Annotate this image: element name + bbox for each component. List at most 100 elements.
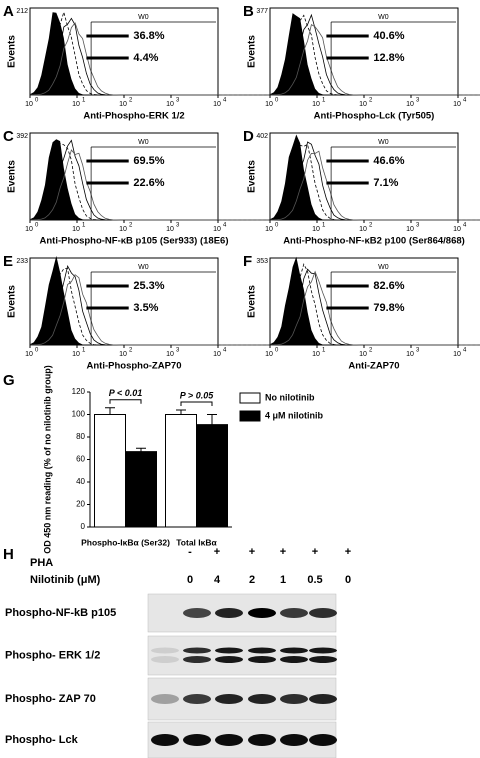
y-max-label: 402 bbox=[256, 133, 268, 140]
y-tick-label: 40 bbox=[76, 477, 85, 486]
legend-label: 4 μM nilotinib bbox=[265, 410, 324, 420]
blot-band bbox=[215, 656, 243, 663]
blot-band bbox=[309, 694, 337, 704]
x-tick-base: 10 bbox=[119, 226, 127, 233]
x-tick-base: 10 bbox=[312, 351, 320, 358]
gate-label: W0 bbox=[138, 264, 149, 271]
panel-letter: G bbox=[3, 372, 15, 389]
histogram-line bbox=[269, 150, 480, 221]
bar bbox=[165, 414, 197, 528]
blot-row-label: Phospho-NF-kB p105 bbox=[5, 607, 116, 619]
x-tick-exponent: 0 bbox=[275, 348, 279, 354]
panel-letter: F bbox=[243, 253, 252, 270]
dose-label: 0 bbox=[187, 574, 193, 586]
bar bbox=[94, 414, 126, 528]
y-axis-label: Events bbox=[247, 285, 258, 318]
x-tick-base: 10 bbox=[265, 101, 273, 108]
blot-band bbox=[151, 694, 179, 704]
blot-band bbox=[151, 656, 179, 663]
significance-bracket bbox=[109, 399, 142, 404]
panel-letter: A bbox=[3, 3, 14, 20]
flow-panel: F 353EventsW082.6%79.8%100101102103104Ant… bbox=[243, 253, 480, 372]
x-tick-base: 10 bbox=[213, 226, 221, 233]
x-tick-exponent: 1 bbox=[322, 223, 326, 229]
x-tick-exponent: 3 bbox=[176, 98, 180, 104]
percentage: 3.5% bbox=[133, 302, 158, 314]
flow-panel: A 212EventsW036.8%4.4%100101102103104Anti… bbox=[3, 3, 331, 122]
dose-label: 2 bbox=[249, 574, 255, 586]
percentage: 69.5% bbox=[133, 155, 164, 167]
x-tick-base: 10 bbox=[312, 101, 320, 108]
gate-label: W0 bbox=[378, 264, 389, 271]
blot-band bbox=[183, 647, 211, 654]
histogram-control bbox=[30, 12, 331, 95]
x-tick-base: 10 bbox=[72, 101, 80, 108]
x-tick-exponent: 2 bbox=[369, 223, 373, 229]
flow-panel: C 392EventsW069.5%22.6%100101102103104Ant… bbox=[3, 128, 331, 247]
blot-band bbox=[183, 656, 211, 663]
y-max-label: 233 bbox=[16, 258, 28, 265]
percentage: 25.3% bbox=[133, 280, 164, 292]
x-tick-base: 10 bbox=[406, 351, 414, 358]
x-tick-exponent: 1 bbox=[82, 348, 86, 354]
y-tick-label: 120 bbox=[72, 387, 86, 396]
blot-band bbox=[248, 647, 276, 654]
blot-band bbox=[248, 656, 276, 663]
blot-band bbox=[183, 734, 211, 746]
annotation: P < 0.01 bbox=[109, 388, 142, 398]
dose-label: 4 bbox=[214, 574, 221, 586]
x-tick-exponent: 2 bbox=[129, 98, 133, 104]
x-tick-exponent: 4 bbox=[223, 223, 227, 229]
blot-band bbox=[248, 608, 276, 618]
x-tick-base: 10 bbox=[359, 101, 367, 108]
x-tick-label: Phospho-IκBα (Ser32) bbox=[81, 537, 170, 547]
pha-sign: - bbox=[188, 546, 192, 558]
flow-panel: B 377EventsW040.6%12.8%100101102103104Ant… bbox=[243, 3, 480, 122]
pha-sign: + bbox=[280, 546, 286, 558]
x-tick-base: 10 bbox=[72, 226, 80, 233]
x-tick-base: 10 bbox=[25, 101, 33, 108]
percentage: 46.6% bbox=[373, 155, 404, 167]
x-tick-exponent: 2 bbox=[129, 348, 133, 354]
percentage: 12.8% bbox=[373, 52, 404, 64]
x-tick-exponent: 2 bbox=[369, 348, 373, 354]
percentage: 82.6% bbox=[373, 280, 404, 292]
x-tick-exponent: 4 bbox=[223, 348, 227, 354]
x-tick-exponent: 2 bbox=[369, 98, 373, 104]
x-tick-base: 10 bbox=[119, 101, 127, 108]
x-tick-exponent: 3 bbox=[416, 348, 420, 354]
blot-band bbox=[248, 694, 276, 704]
y-tick-label: 20 bbox=[76, 500, 85, 509]
x-tick-exponent: 1 bbox=[322, 348, 326, 354]
x-tick-exponent: 0 bbox=[275, 98, 279, 104]
x-tick-base: 10 bbox=[453, 101, 461, 108]
x-tick-exponent: 1 bbox=[82, 223, 86, 229]
blot-row-label: Phospho- ZAP 70 bbox=[5, 693, 96, 705]
x-tick-base: 10 bbox=[406, 226, 414, 233]
flow-panel: E 233EventsW025.3%3.5%100101102103104Anti… bbox=[3, 253, 331, 372]
y-max-label: 212 bbox=[16, 8, 28, 15]
x-tick-base: 10 bbox=[213, 101, 221, 108]
x-tick-exponent: 3 bbox=[176, 348, 180, 354]
y-tick-label: 0 bbox=[81, 522, 86, 531]
x-tick-exponent: 4 bbox=[463, 223, 467, 229]
blot-band bbox=[151, 734, 179, 746]
gate-label: W0 bbox=[138, 139, 149, 146]
bar bbox=[196, 424, 228, 528]
gate-label: W0 bbox=[378, 139, 389, 146]
x-tick-base: 10 bbox=[25, 226, 33, 233]
gate-label: W0 bbox=[378, 14, 389, 21]
x-axis-label: Anti-Phospho-NF-κB2 p100 (Ser864/868) bbox=[283, 236, 465, 247]
blot-band bbox=[309, 734, 337, 746]
blot-band bbox=[183, 694, 211, 704]
y-axis-label: Events bbox=[247, 35, 258, 68]
blot-band bbox=[280, 694, 308, 704]
x-tick-base: 10 bbox=[119, 351, 127, 358]
percentage: 22.6% bbox=[133, 177, 164, 189]
error-bar bbox=[176, 409, 186, 415]
y-axis-label: OD 450 nm reading (% of no nilotinib gro… bbox=[42, 365, 52, 554]
histogram-control bbox=[270, 134, 480, 220]
panel-letter: H bbox=[3, 546, 14, 563]
blot-strip bbox=[147, 635, 337, 676]
